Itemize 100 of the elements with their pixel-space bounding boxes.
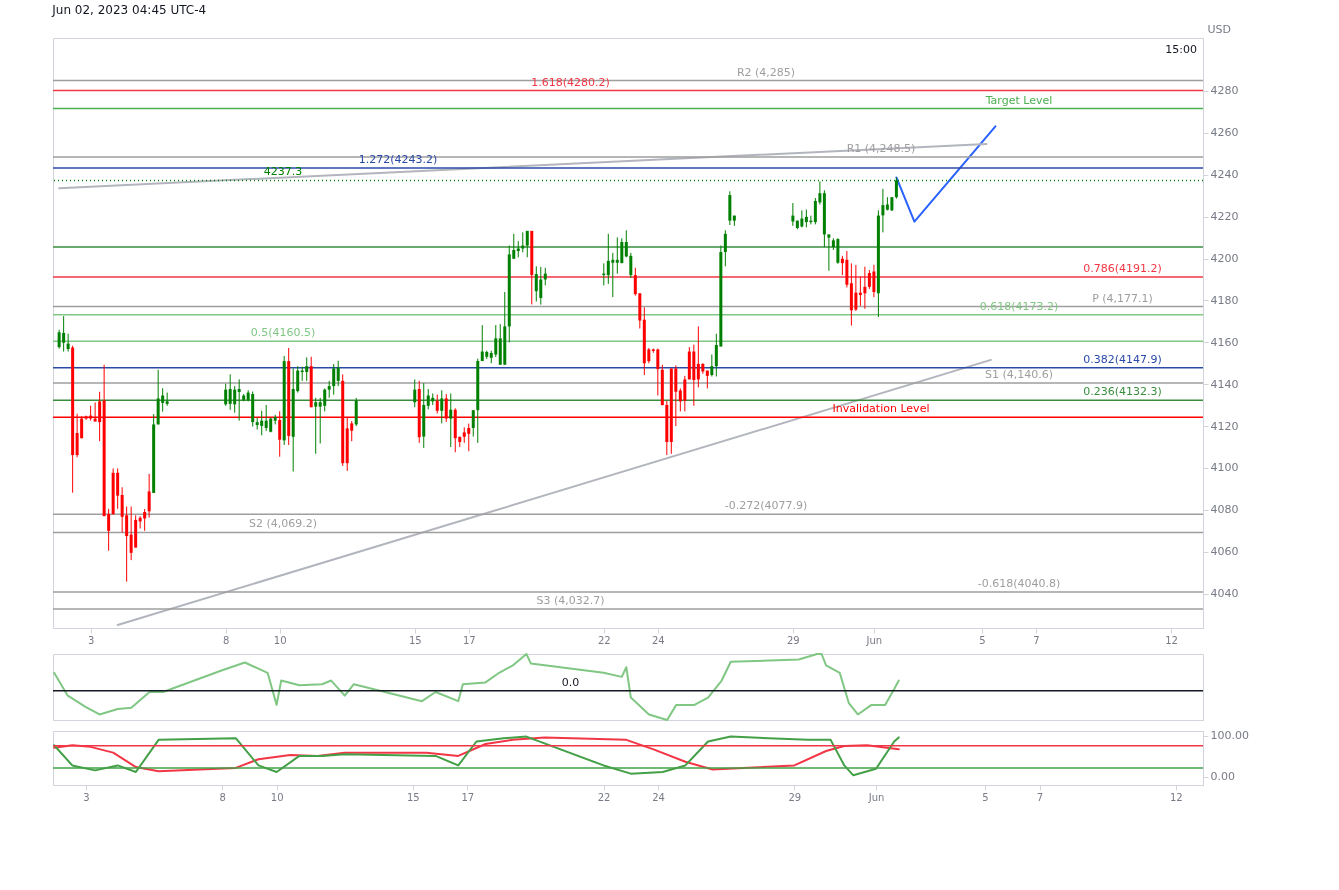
x-tick-label: 29	[788, 791, 802, 803]
x-tick-label: 5	[979, 634, 986, 646]
candlestick	[413, 378, 417, 408]
x-tick-label: 8	[222, 634, 230, 646]
y-tick-label: 4260	[1210, 126, 1239, 140]
ref-line-label: 0.786(4191.2)	[1083, 261, 1162, 275]
candlestick	[467, 423, 471, 452]
ref-line-label: Invalidation Level	[832, 402, 930, 416]
y-tick-label: 100.00	[1210, 729, 1249, 743]
x-tick-label: 15	[408, 634, 422, 646]
x-tick-label: 29	[787, 634, 800, 646]
candlestick	[656, 348, 660, 397]
x-tick-label: 5	[982, 791, 989, 803]
ref-line-label: 0.236(4132.3)	[1083, 385, 1162, 399]
x-tick-label: 3	[83, 791, 90, 803]
candlestick	[228, 373, 232, 411]
ref-line-label: -0.272(4077.9)	[724, 499, 808, 513]
candlestick	[323, 387, 327, 412]
ref-line-label: R2 (4,285)	[736, 65, 796, 79]
candlestick	[881, 188, 885, 233]
ref-line-label: 0.5(4160.5)	[250, 326, 316, 340]
candlestick	[260, 410, 264, 436]
candlestick	[480, 324, 484, 362]
candlestick	[863, 266, 867, 310]
candlestick	[336, 360, 340, 387]
y-tick-label: 4060	[1210, 545, 1239, 559]
ref-line-label: 0.0	[561, 675, 580, 689]
candlestick	[534, 265, 538, 302]
candlestick	[426, 388, 430, 410]
x-tick-label: 7	[1036, 791, 1044, 803]
x-tick-label: 8	[219, 791, 226, 803]
candlestick	[120, 486, 124, 533]
ref-line-label: -0.618(4040.8)	[977, 576, 1061, 590]
candlestick	[435, 394, 439, 415]
candlestick	[143, 508, 147, 532]
ref-line-label: S3 (4,032.7)	[536, 593, 605, 607]
candlestick	[62, 315, 66, 353]
ref-line-label: S1 (4,140.6)	[984, 367, 1054, 381]
x-tick-label: 10	[273, 634, 287, 646]
candlestick	[440, 389, 444, 424]
y-tick-label: 4100	[1210, 461, 1239, 475]
candlestick	[264, 404, 268, 432]
x-tick-label: 12	[1169, 791, 1183, 803]
candlestick	[620, 237, 624, 264]
candlestick	[471, 409, 475, 438]
y-tick-label: 4240	[1210, 168, 1239, 182]
candlestick	[129, 506, 133, 561]
candlestick	[332, 363, 336, 396]
y-tick-label: 4080	[1210, 503, 1239, 517]
candlestick	[710, 353, 714, 377]
x-tick-label: 24	[652, 791, 665, 803]
ref-line-label: S2 (4,069.2)	[248, 517, 318, 531]
y-tick-label: 4280	[1210, 84, 1239, 98]
x-tick-label: 3	[87, 634, 95, 646]
candlestick	[494, 324, 498, 358]
annotation: 15:00	[1165, 43, 1197, 56]
ref-line-label: 1.272(4243.2)	[358, 153, 438, 167]
y-tick-label: 4160	[1210, 335, 1239, 349]
y-tick-label: 4220	[1210, 210, 1239, 224]
candlestick	[854, 264, 858, 312]
candlestick	[872, 264, 876, 298]
candlestick	[606, 233, 610, 285]
candlestick	[147, 473, 151, 519]
candlestick	[836, 237, 840, 265]
candlestick	[116, 467, 120, 510]
candlestick	[723, 229, 727, 267]
candlestick	[305, 356, 309, 382]
candlestick	[354, 397, 358, 427]
candlestick	[224, 383, 228, 407]
y-tick-label: 4140	[1210, 377, 1239, 391]
y-tick-label: 4120	[1210, 419, 1239, 433]
x-tick-label: Jun	[867, 791, 885, 803]
candlestick	[683, 375, 687, 412]
y-tick-label: 4200	[1210, 252, 1239, 266]
x-tick-label: 12	[1165, 634, 1178, 646]
chart-title: Jun 02, 2023 04:45 UTC-4	[51, 3, 207, 17]
x-tick-label: 10	[270, 791, 284, 803]
candlestick	[233, 385, 237, 414]
x-tick-label: 22	[597, 634, 611, 646]
candlestick	[615, 236, 619, 275]
candlestick	[624, 229, 628, 258]
candlestick	[525, 230, 529, 258]
candlestick	[629, 252, 633, 279]
candlestick	[57, 329, 61, 350]
x-tick-label: Jun	[865, 634, 883, 646]
y-tick-label: 4180	[1210, 293, 1239, 307]
candlestick	[611, 252, 615, 298]
candlestick	[314, 397, 318, 455]
candlestick	[66, 333, 70, 353]
y-tick-label: 0.00	[1210, 770, 1235, 784]
candlestick	[449, 392, 453, 448]
y-tick-label: 4040	[1210, 587, 1239, 601]
candlestick	[813, 197, 817, 225]
x-tick-label: 22	[597, 791, 611, 803]
ref-line-label: P (4,177.1)	[1092, 291, 1153, 305]
candlestick	[539, 266, 543, 306]
y-axis-title: USD	[1207, 22, 1232, 36]
ref-line-label: Target Level	[984, 93, 1053, 107]
ref-line-label: 1.618(4280.2)	[531, 75, 610, 89]
candlestick	[827, 233, 831, 272]
